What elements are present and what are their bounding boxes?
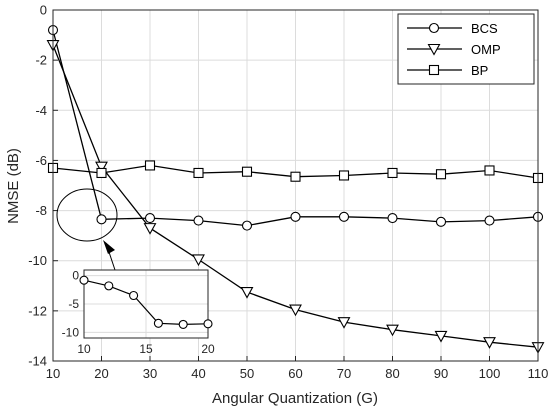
inset-data-point: [153, 318, 163, 328]
inset-x-tick-label: 10: [77, 342, 91, 356]
data-point-bp: [144, 160, 156, 171]
data-point-bcs: [241, 220, 253, 231]
legend-item-omp: OMP: [407, 42, 501, 57]
data-point-bcs: [435, 216, 447, 227]
tick-labels: 10 20 30 40 50 60 70 80 90 100 1100-2-4-6-8-10-12-…: [28, 3, 548, 382]
inset-x-tick-label: 20: [201, 342, 215, 356]
legend-label: BCS: [471, 21, 498, 36]
data-point-bcs: [338, 211, 350, 222]
y-tick-label: -2: [35, 53, 47, 68]
inset-data-point: [104, 281, 114, 291]
x-tick-label: 30: [143, 366, 157, 381]
y-tick-label: -12: [28, 303, 47, 318]
data-point-bcs: [387, 213, 398, 224]
x-tick-label: 50: [240, 366, 254, 381]
x-axis-label: Angular Quantization (G): [212, 390, 378, 407]
legend-label: OMP: [471, 42, 501, 57]
legend-items: BCS OMP BP: [407, 21, 501, 78]
zoom-circle: [56, 188, 118, 242]
x-tick-label: 70: [337, 366, 351, 381]
data-point-bp: [338, 170, 350, 181]
data-point-bcs: [144, 213, 156, 224]
inset-data-point: [129, 290, 139, 301]
y-tick-label: -4: [35, 103, 47, 118]
legend-item-bp: BP: [407, 63, 488, 78]
data-point-omp: [143, 223, 157, 235]
data-point-omp: [483, 337, 496, 349]
legend-marker: [428, 22, 440, 34]
inset-data-point: [203, 319, 213, 329]
legend-marker: [428, 64, 440, 76]
data-point-bcs: [96, 214, 107, 225]
x-tick-label: 80: [385, 366, 399, 381]
data-point-omp: [192, 254, 205, 267]
data-point-bp: [484, 165, 495, 176]
data-point-omp: [386, 324, 399, 337]
data-point-omp: [240, 287, 254, 299]
data-point-bp: [96, 167, 107, 179]
x-tick-label: 90: [434, 366, 448, 381]
inset-x-tick-label: 15: [139, 342, 153, 356]
y-tick-label: 0: [40, 3, 47, 18]
data-point-omp: [337, 317, 351, 329]
legend-item-bcs: BCS: [407, 21, 498, 36]
x-tick-label: 110: [528, 366, 549, 381]
x-tick-label: 60: [288, 366, 302, 381]
legend-label: BP: [471, 63, 488, 78]
inset-plot: 10 15 20 0 -5 -10: [62, 269, 215, 356]
data-point-omp: [95, 161, 108, 174]
inset-data-point: [79, 275, 89, 285]
data-point-bp: [387, 167, 398, 179]
data-point-omp: [289, 304, 302, 317]
y-axis-label: NMSE (dB): [5, 148, 22, 224]
series-omp: [46, 40, 545, 354]
data-point-bp: [193, 167, 204, 179]
data-point-bcs: [484, 215, 495, 226]
x-tick-label: 100: [479, 366, 501, 381]
data-point-bcs: [290, 211, 301, 222]
legend-marker: [427, 43, 441, 56]
inset-y-tick-label: -10: [62, 325, 80, 339]
x-tick-label: 40: [191, 366, 205, 381]
data-point-bp: [290, 171, 301, 182]
y-tick-label: -14: [28, 354, 47, 369]
data-point-omp: [434, 330, 448, 343]
data-point-bp: [241, 166, 253, 177]
data-point-bcs: [193, 215, 204, 226]
inset-data-point: [178, 319, 188, 329]
data-point-bp: [435, 169, 447, 180]
inset-y-tick-label: 0: [72, 269, 79, 283]
y-tick-label: -8: [35, 203, 47, 218]
x-tick-label: 10: [46, 366, 60, 381]
zoom-callout: [56, 188, 121, 286]
x-tick-label: 20: [94, 366, 108, 381]
legend: BCS OMP BP: [397, 13, 535, 85]
inset-frame: [83, 269, 209, 339]
zoom-arrow-head: [103, 240, 115, 254]
inset-y-tick-label: -5: [68, 297, 79, 311]
y-tick-label: -10: [28, 253, 47, 268]
y-tick-label: -6: [35, 153, 47, 168]
